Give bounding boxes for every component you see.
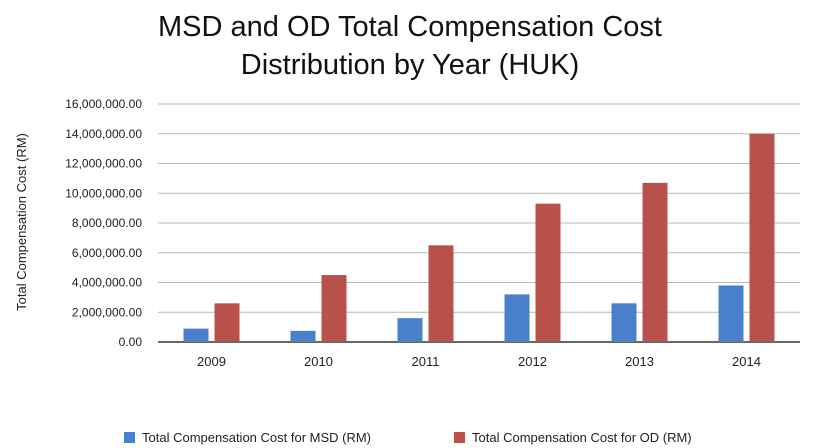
- x-tick-label: 2011: [412, 354, 440, 369]
- bar-msd-2010: [290, 330, 316, 342]
- bar-od-2013: [642, 182, 668, 342]
- bars: [183, 133, 775, 342]
- bar-od-2014: [749, 133, 775, 342]
- y-tick-label: 16,000,000.00: [65, 97, 142, 111]
- x-tick-label: 2013: [625, 354, 654, 369]
- y-tick-label: 14,000,000.00: [65, 127, 142, 141]
- y-tick-label: 12,000,000.00: [65, 157, 142, 171]
- y-tick-label: 2,000,000.00: [72, 305, 142, 319]
- y-tick-label: 4,000,000.00: [72, 276, 142, 290]
- chart-title-line-1: MSD and OD Total Compensation Cost: [158, 11, 662, 43]
- bar-msd-2009: [183, 328, 209, 342]
- x-tick-label: 2009: [197, 354, 226, 369]
- legend: Total Compensation Cost for MSD (RM) Tota…: [124, 430, 692, 445]
- legend-label: Total Compensation Cost for OD (RM): [472, 430, 692, 445]
- x-tick-label: 2014: [732, 354, 761, 369]
- legend-swatch: [124, 432, 135, 443]
- y-tick-label: 6,000,000.00: [72, 246, 142, 260]
- x-tick-label: 2012: [518, 354, 547, 369]
- bar-od-2012: [535, 203, 561, 342]
- y-axis-ticks: 0.00 2,000,000.00 4,000,000.00 6,000,000.00…: [65, 97, 142, 349]
- y-tick-label: 8,000,000.00: [72, 216, 142, 230]
- bar-msd-2013: [611, 303, 637, 342]
- bar-msd-2014: [718, 285, 744, 342]
- bar-od-2010: [321, 275, 347, 342]
- bar-msd-2011: [397, 318, 423, 342]
- y-tick-label: 10,000,000.00: [65, 186, 142, 200]
- y-axis-title: Total Compensation Cost (RM): [14, 133, 29, 311]
- y-tick-label: 0.00: [119, 335, 143, 349]
- x-axis-ticks: 2009 2010 2011 2012 2013 2014: [197, 354, 761, 369]
- chart-title-line-2: Distribution by Year (HUK): [241, 49, 579, 81]
- bar-od-2011: [428, 245, 454, 342]
- x-tick-label: 2010: [304, 354, 333, 369]
- gridlines: [158, 103, 800, 343]
- legend-label: Total Compensation Cost for MSD (RM): [142, 430, 371, 445]
- legend-swatch: [454, 432, 465, 443]
- bar-msd-2012: [504, 294, 530, 342]
- bar-od-2009: [214, 303, 240, 342]
